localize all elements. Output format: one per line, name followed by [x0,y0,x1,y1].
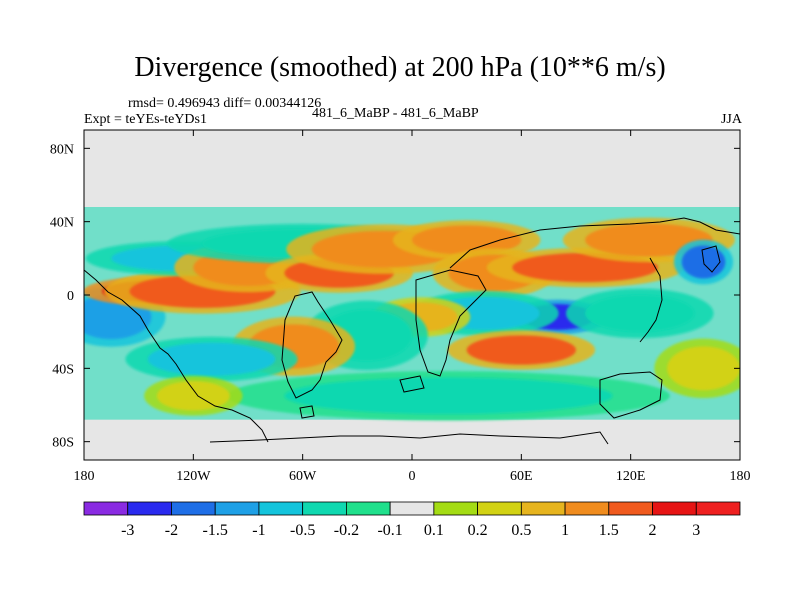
colorbar-label-12: 2 [649,522,657,539]
coastline-australia [599,371,663,419]
colorbar-box-4 [258,501,304,516]
colorbar-label-5: -0.2 [334,522,359,539]
colorbar-label-0: -3 [121,522,134,539]
coastline-africa [415,269,487,377]
colorbar-box-10 [520,501,566,516]
axes-layer: 180 120W 60W 0 60E 120E 180 80N 40N 0 40S 80S [50,130,751,484]
colorbar: -3 -2 -1.5 -1 -0.5 -0.2 -0.1 0.1 0.2 0.5 1 1.5 2 3 [83,501,741,539]
colorbar-label-9: 0.5 [511,522,531,539]
colorbar-box-12 [608,501,653,516]
y-tick-label-3: 40S [52,362,74,377]
colorbar-label-11: 1.5 [599,522,619,539]
stats-label: rmsd= 0.496943 diff= 0.00344126 [128,96,322,111]
coastline-south-atlantic-island [299,405,315,419]
coastline-pacific-island [701,245,721,273]
colorbar-label-8: 0.2 [468,522,488,539]
field-feature-9 [412,225,522,255]
colorbar-label-7: 0.1 [424,522,444,539]
experiment-label: Expt = teYEs-teYDs1 [84,112,207,127]
x-tick-label-0: 180 [74,469,95,484]
y-tick-label-2: 0 [67,289,74,304]
y-tick-label-0: 80N [50,142,74,157]
colorbar-box-6 [345,501,391,516]
colorbar-box-2 [171,501,216,516]
colorbar-label-2: -1.5 [203,522,228,539]
colorbar-box-9 [477,501,522,516]
coastline-layer [84,217,740,445]
field-layer [84,207,740,421]
colorbar-label-13: 3 [692,522,700,539]
field-feature-20 [466,335,576,365]
season-label: JJA [720,112,742,127]
coastline-asia-east [639,257,663,343]
colorbar-box-13 [652,501,697,516]
colorbar-box-3 [214,501,260,516]
colorbar-label-10: 1 [561,522,569,539]
coastline-americas [84,269,269,443]
y-tick-label-4: 80S [52,436,74,451]
x-tick-label-3: 0 [409,469,416,484]
coastline-eurasia [449,217,740,269]
colorbar-box-7 [389,501,435,516]
coastline-antarctica [209,431,609,445]
colorbar-box-8 [433,501,479,516]
x-tick-label-6: 180 [730,469,751,484]
field-feature-19 [147,342,276,376]
center-label: 481_6_MaBP - 481_6_MaBP [312,106,479,121]
y-tick-label-1: 40N [50,216,74,231]
field-feature-22 [284,377,613,415]
colorbar-label-3: -1 [252,522,265,539]
colorbar-label-1: -2 [165,522,178,539]
colorbar-box-14 [695,501,741,516]
colorbar-label-4: -0.5 [290,522,315,539]
coastline-south-africa-island [399,375,425,393]
colorbar-box-5 [302,501,347,516]
x-tick-label-4: 60E [510,469,533,484]
coastline-south-america [281,291,343,399]
x-tick-label-2: 60W [289,469,317,484]
x-tick-label-1: 120W [176,469,211,484]
chart-title: Divergence (smoothed) at 200 hPa (10**6 … [134,52,666,83]
field-feature-21 [585,295,695,332]
colorbar-box-11 [564,501,610,516]
colorbar-box-0 [83,501,129,516]
colorbar-label-6: -0.1 [377,522,402,539]
field-feature-23 [156,381,230,411]
field-feature-24 [667,346,740,391]
x-tick-label-5: 120E [616,469,646,484]
colorbar-box-1 [127,501,172,516]
